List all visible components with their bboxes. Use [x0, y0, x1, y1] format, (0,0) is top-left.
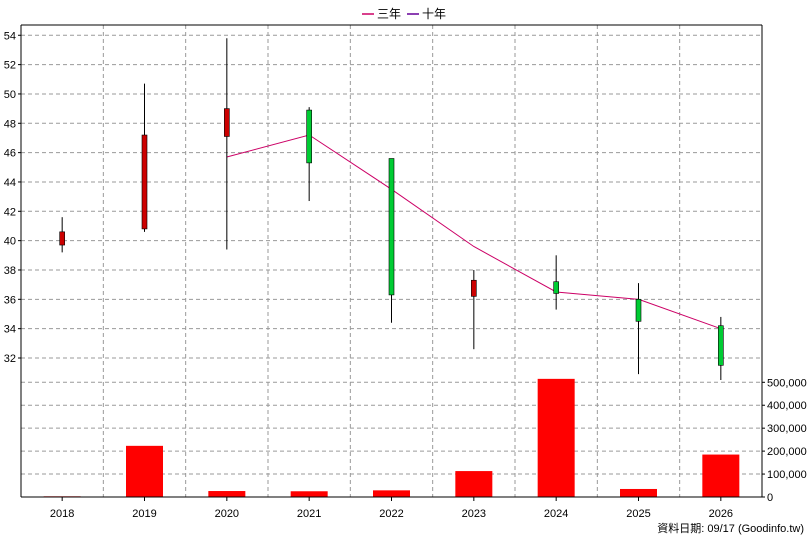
- candle: [224, 38, 230, 250]
- price-tick-label: 42: [4, 206, 16, 218]
- volume-bar: [537, 378, 575, 497]
- price-tick-label: 52: [4, 60, 16, 72]
- volume-tick-label: 0: [767, 492, 773, 504]
- price-tick-label: 44: [4, 177, 16, 189]
- candle-body: [388, 158, 395, 296]
- price-tick-label: 50: [4, 89, 16, 101]
- price-tick-label: 46: [4, 148, 16, 160]
- candles: [59, 38, 724, 380]
- x-tick-label: 2022: [379, 508, 403, 520]
- volume-tick-label: 200,000: [767, 446, 807, 458]
- candle: [141, 83, 148, 232]
- volume-bar: [290, 491, 328, 497]
- volume-gridlines: [21, 381, 762, 475]
- x-tick-label: 2025: [626, 508, 650, 520]
- candle: [553, 255, 559, 310]
- price-tick-label: 40: [4, 236, 16, 248]
- candle: [59, 217, 65, 253]
- candle-body: [635, 299, 642, 322]
- vertical-gridlines: [102, 25, 681, 497]
- volume-bars: [43, 378, 740, 498]
- volume-bar: [455, 471, 493, 497]
- candle-body: [224, 108, 230, 137]
- volume-bar: [126, 445, 163, 497]
- volume-axis-ticks: 500,000 400,000 300,000 200,000 100,000 0: [762, 377, 807, 504]
- volume-bar: [373, 490, 410, 497]
- volume-bar: [620, 488, 657, 497]
- price-tick-label: 32: [4, 353, 16, 365]
- legend-label-ten-year: 十年: [422, 7, 446, 21]
- candle-body: [59, 231, 65, 246]
- volume-tick-label: 400,000: [767, 400, 807, 412]
- volume-bar: [208, 491, 246, 497]
- x-tick-label: 2023: [462, 508, 486, 520]
- legend-label-three-year: 三年: [377, 7, 401, 21]
- volume-bar: [702, 454, 740, 497]
- price-tick-label: 34: [4, 324, 16, 336]
- candle: [635, 283, 642, 375]
- data-date-note: 資料日期: 09/17 (Goodinfo.tw): [657, 521, 804, 535]
- candle-body: [718, 325, 724, 366]
- price-tick-label: 38: [4, 265, 16, 277]
- candle: [718, 316, 724, 380]
- legend: 三年 十年: [362, 7, 446, 21]
- x-tick-label: 2024: [544, 508, 568, 520]
- price-axis-ticks: 32 34 36 38 40 42 44 46 48 50 52 54: [4, 30, 21, 365]
- candle-body: [306, 109, 312, 164]
- price-tick-label: 54: [4, 30, 16, 42]
- x-tick-label: 2026: [709, 508, 733, 520]
- candle: [388, 158, 395, 323]
- x-tick-label: 2019: [132, 508, 156, 520]
- candle-body: [141, 134, 148, 230]
- plot-frames: [20, 24, 763, 498]
- x-tick-label: 2018: [50, 508, 74, 520]
- x-tick-label: 2020: [215, 508, 239, 520]
- candle: [471, 269, 477, 350]
- price-tick-label: 48: [4, 118, 16, 130]
- candle: [306, 107, 312, 202]
- x-tick-label: 2021: [297, 508, 321, 520]
- price-tick-label: 36: [4, 294, 16, 306]
- x-axis-ticks: 2018 2019 2020 2021 2022 2023 2024 2025 2026: [50, 497, 733, 520]
- volume-tick-label: 500,000: [767, 377, 807, 389]
- candle-body: [471, 279, 477, 297]
- candle-body: [553, 281, 559, 294]
- volume-tick-label: 300,000: [767, 423, 807, 435]
- volume-tick-label: 100,000: [767, 469, 807, 481]
